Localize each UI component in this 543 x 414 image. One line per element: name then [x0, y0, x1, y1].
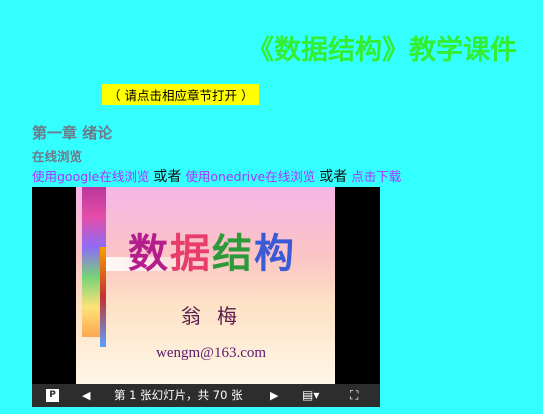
online-browse-label: 在线浏览	[32, 149, 83, 164]
triangle-right-icon[interactable]: ▶	[270, 389, 279, 402]
chapter-heading: 第一章 绪论	[32, 124, 113, 142]
slide-decoration	[106, 257, 226, 271]
slide-canvas: 数据结构 翁梅 wengm@163.com	[76, 187, 335, 384]
page-title: 《数据结构》教学课件	[247, 35, 517, 66]
download-link[interactable]: 点击下载	[351, 169, 402, 184]
separator-text: 或者	[319, 169, 348, 185]
slide-viewer[interactable]: 数据结构 翁梅 wengm@163.com P ◀ 第 1 张幻灯片，共 70 …	[32, 187, 380, 407]
notes-icon[interactable]: ▤▾	[302, 388, 320, 402]
onedrive-view-link[interactable]: 使用onedrive在线浏览	[185, 169, 316, 184]
triangle-left-icon[interactable]: ◀	[82, 389, 91, 402]
slide-title: 数据结构	[128, 231, 296, 277]
fullscreen-icon[interactable]: ⛶	[350, 388, 359, 402]
google-view-link[interactable]: 使用google在线浏览	[32, 169, 150, 184]
slide-author: 翁梅	[181, 304, 253, 328]
slide-decoration	[100, 247, 106, 347]
chapter-links: 使用google在线浏览 或者 使用onedrive在线浏览 或者 点击下载	[32, 166, 401, 186]
slide-counter: 第 1 张幻灯片，共 70 张	[114, 388, 243, 402]
slide-email: wengm@163.com	[156, 345, 267, 361]
powerpoint-icon[interactable]: P	[46, 389, 59, 402]
viewer-control-bar: P ◀ 第 1 张幻灯片，共 70 张 ▶ ▤▾ ⛶	[32, 384, 380, 407]
hint-banner: （ 请点击相应章节打开 ）	[102, 84, 260, 105]
separator-text: 或者	[153, 169, 182, 185]
